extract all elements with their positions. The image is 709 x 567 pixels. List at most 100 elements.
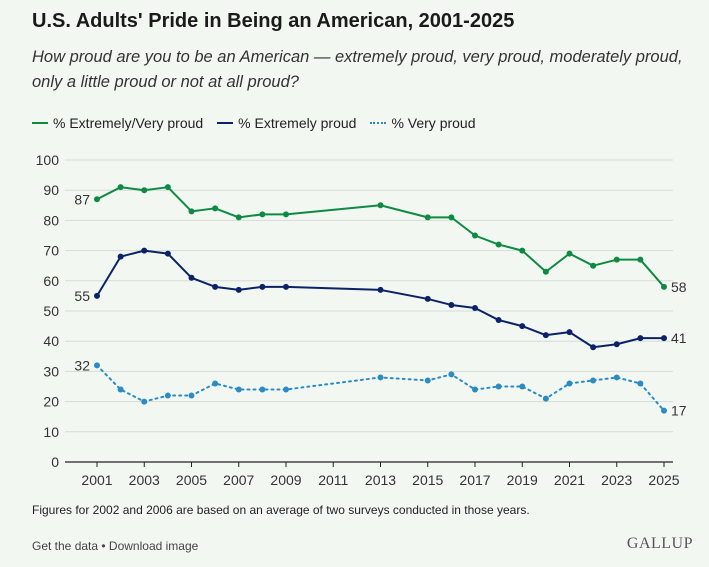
data-point-very-proud (188, 392, 195, 399)
legend-swatch (32, 122, 48, 124)
footer-links: Get the data • Download image (32, 539, 198, 553)
start-label: 87 (74, 191, 90, 207)
data-point-extremely-very-proud (542, 268, 549, 275)
data-point-extremely-proud (519, 323, 526, 330)
end-label: 58 (671, 279, 687, 295)
data-point-extremely-very-proud (117, 184, 124, 191)
get-data-link[interactable]: Get the data (32, 539, 99, 553)
x-tick-label: 2025 (648, 472, 679, 488)
data-point-very-proud (141, 398, 148, 405)
chart-subtitle: How proud are you to be an American — ex… (32, 48, 683, 91)
footnote: Figures for 2002 and 2006 are based on a… (32, 503, 530, 517)
data-point-extremely-very-proud (661, 283, 667, 290)
data-point-extremely-very-proud (164, 184, 171, 191)
legend-swatch (217, 122, 234, 124)
data-point-extremely-very-proud (235, 214, 242, 221)
data-point-very-proud (259, 386, 266, 393)
y-tick-label: 40 (43, 333, 59, 349)
data-point-extremely-very-proud (377, 202, 384, 209)
data-point-extremely-proud (141, 247, 148, 254)
data-point-very-proud (424, 377, 431, 384)
data-point-extremely-very-proud (448, 214, 455, 221)
data-point-extremely-proud (283, 283, 289, 290)
data-point-extremely-very-proud (212, 205, 219, 212)
gallup-logo: GALLUP (626, 535, 693, 552)
data-point-very-proud (661, 407, 667, 414)
y-tick-label: 20 (43, 394, 59, 410)
data-point-extremely-proud (117, 253, 124, 260)
x-tick-label: 2023 (601, 472, 632, 488)
x-tick-label: 2017 (459, 472, 490, 488)
data-point-extremely-proud (542, 332, 549, 339)
data-point-extremely-very-proud (283, 211, 289, 218)
legend: % Extremely/Very proud % Extremely proud%… (32, 115, 476, 131)
data-point-very-proud (590, 377, 597, 384)
data-point-extremely-very-proud (472, 232, 478, 239)
data-point-extremely-proud (188, 274, 195, 281)
data-point-extremely-proud (94, 292, 100, 299)
data-point-extremely-very-proud (495, 241, 502, 248)
legend-label: % Extremely/Very proud (53, 115, 204, 131)
data-point-extremely-very-proud (259, 211, 266, 218)
data-point-extremely-very-proud (424, 214, 431, 221)
y-tick-label: 0 (51, 454, 59, 470)
legend-item: % Extremely proud (217, 115, 356, 131)
download-image-link[interactable]: Download image (108, 539, 199, 553)
x-tick-label: 2011 (318, 472, 348, 488)
legend-label: % Very proud (391, 115, 476, 131)
data-point-extremely-proud (661, 335, 667, 342)
data-point-extremely-proud (637, 335, 644, 342)
data-point-very-proud (637, 380, 644, 387)
data-point-extremely-proud (590, 344, 597, 351)
start-label: 55 (74, 288, 90, 304)
line-chart: 0 10 20 30 40 50 60 70 80 90 100 2001 2003 2005 2007 20… (36, 152, 687, 488)
data-point-extremely-proud (566, 329, 573, 336)
data-point-extremely-very-proud (188, 208, 195, 215)
x-tick-label: 2003 (129, 472, 160, 488)
y-tick-label: 10 (43, 424, 59, 440)
x-tick-label: 2001 (81, 472, 112, 488)
data-point-very-proud (117, 386, 124, 393)
y-tick-label: 60 (43, 273, 59, 289)
y-tick-label: 70 (43, 243, 59, 259)
y-tick-label: 50 (43, 303, 59, 319)
series-line-very-proud (96, 364, 665, 412)
data-point-extremely-proud (472, 304, 478, 311)
data-point-extremely-proud (448, 301, 455, 308)
x-tick-label: 2019 (507, 472, 538, 488)
data-point-extremely-proud (259, 283, 266, 290)
data-point-very-proud (472, 386, 478, 393)
data-point-very-proud (212, 380, 219, 387)
y-tick-label: 80 (43, 212, 59, 228)
separator: • (98, 539, 109, 553)
data-point-very-proud (542, 395, 549, 402)
start-label: 32 (74, 357, 90, 373)
data-point-very-proud (283, 386, 289, 393)
y-tick-label: 100 (36, 152, 60, 168)
y-tick-label: 90 (43, 182, 59, 198)
data-point-very-proud (519, 383, 526, 390)
data-point-extremely-very-proud (613, 256, 620, 263)
data-point-extremely-proud (495, 317, 502, 324)
legend-item: % Extremely/Very proud (32, 115, 203, 131)
series-line-extremely-proud (96, 249, 664, 349)
data-point-extremely-very-proud (566, 250, 573, 257)
data-point-extremely-proud (235, 286, 242, 293)
x-tick-label: 2015 (412, 472, 443, 488)
legend-item: % Very proud (370, 115, 476, 131)
data-point-very-proud (94, 362, 100, 369)
x-tick-label: 2005 (176, 472, 207, 488)
data-point-very-proud (377, 374, 384, 381)
data-point-extremely-proud (212, 283, 219, 290)
data-point-extremely-proud (377, 286, 384, 293)
data-point-extremely-very-proud (590, 262, 597, 269)
x-tick-label: 2007 (223, 472, 254, 488)
data-point-extremely-proud (613, 341, 620, 348)
data-point-extremely-proud (164, 250, 171, 257)
x-tick-label: 2021 (554, 472, 585, 488)
chart-title: U.S. Adults' Pride in Being an American,… (32, 10, 515, 32)
legend-label: % Extremely proud (238, 115, 357, 131)
end-label: 41 (671, 330, 687, 346)
y-tick-label: 30 (43, 363, 59, 379)
x-tick-label: 2009 (270, 472, 301, 488)
